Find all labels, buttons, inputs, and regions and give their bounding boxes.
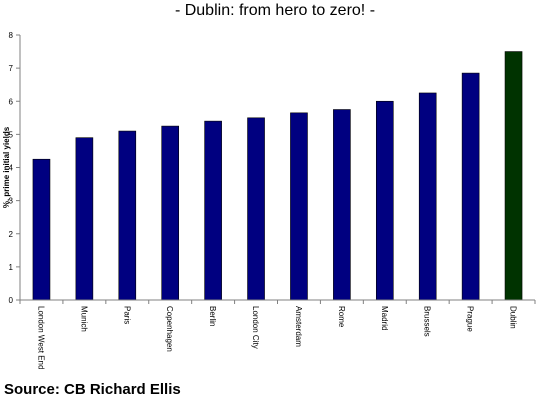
y-tick-label: 5: [9, 130, 14, 139]
bar-paris: [118, 130, 137, 301]
bar-chart: 0 1 2 3 4 5 6 7 8 London West End Munich Paris Cope…: [2, 31, 536, 369]
bar-amsterdam: [290, 112, 308, 301]
source-note: Source: CB Richard Ellis: [4, 381, 181, 398]
bar-london-city: [247, 117, 265, 301]
bar-rome: [333, 109, 351, 301]
x-tick-label: London West End: [36, 306, 45, 369]
bars: [32, 51, 523, 301]
y-tick-label: 0: [9, 296, 14, 305]
x-axis: London West End Munich Paris Copenhagen Berl…: [19, 299, 536, 369]
x-tick-label: Brussels: [423, 306, 432, 337]
x-tick-label: Amsterdam: [294, 306, 303, 347]
x-tick-label: London City: [251, 306, 260, 349]
y-tick-label: 3: [9, 197, 14, 206]
x-tick-label: Paris: [122, 306, 131, 324]
y-tick-label: 8: [9, 31, 14, 40]
x-tick-label: Rome: [337, 306, 346, 328]
bar-london-west-end: [32, 158, 51, 301]
bar-brussels: [418, 92, 437, 301]
y-tick-label: 2: [9, 230, 14, 239]
x-tick-label: Dublin: [509, 306, 518, 329]
bar-copenhagen: [161, 125, 180, 301]
y-axis-label: %, prime initial yields: [2, 126, 11, 208]
y-tick-label: 4: [9, 164, 14, 173]
x-tick-label: Munich: [79, 306, 88, 332]
bar-berlin: [204, 120, 222, 301]
bar-madrid: [375, 100, 394, 301]
y-tick-label: 6: [9, 97, 14, 106]
x-tick-label: Prague: [466, 306, 475, 332]
y-axis: 0 1 2 3 4 5 6 7 8: [9, 31, 21, 305]
bar-prague: [461, 72, 480, 301]
chart-title: - Dublin: from hero to zero! -: [174, 2, 376, 19]
y-tick-label: 1: [9, 263, 14, 272]
x-tick-label: Copenhagen: [165, 306, 174, 352]
bar-munich: [75, 137, 94, 301]
x-tick-label: Berlin: [208, 306, 217, 326]
y-tick-label: 7: [9, 64, 14, 73]
x-tick-label: Madrid: [380, 306, 389, 330]
bar-dublin: [504, 51, 523, 301]
